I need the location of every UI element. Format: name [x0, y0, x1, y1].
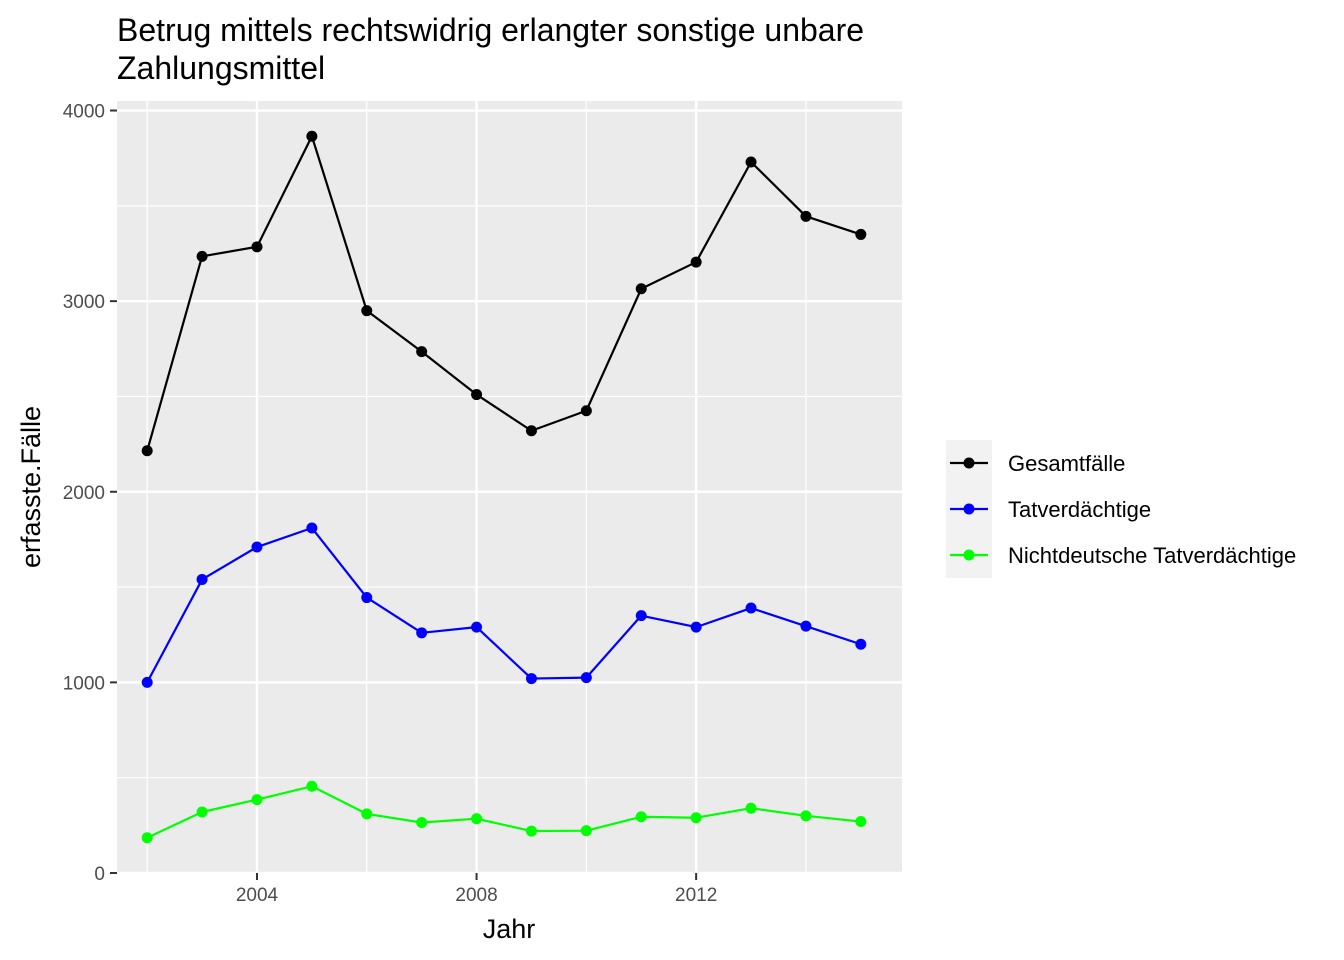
y-tick-label: 3000	[63, 292, 105, 313]
data-point-series-1	[196, 573, 208, 585]
data-point-series-2	[196, 806, 208, 818]
data-point-series-1	[525, 673, 537, 685]
data-point-series-2	[251, 794, 263, 806]
legend: Gesamtfälle Tatverdächtige Nichtdeutsche…	[946, 440, 1296, 578]
data-point-series-0	[361, 305, 373, 317]
series-line-1	[146, 526, 862, 683]
data-point-series-2	[690, 812, 702, 824]
chart-title-line-1: Betrug mittels rechtswidrig erlangter so…	[117, 12, 864, 48]
data-point-series-1	[635, 610, 647, 622]
x-tick-label: 2004	[236, 885, 279, 906]
data-point-series-0	[251, 241, 263, 253]
data-point-series-0	[525, 425, 537, 437]
x-tick-label: 2012	[675, 885, 717, 906]
data-point-series-0	[196, 250, 208, 262]
data-point-series-1	[855, 638, 867, 650]
data-point-series-1	[690, 621, 702, 633]
data-point-series-1	[745, 602, 757, 614]
data-point-series-2	[635, 811, 647, 823]
legend-label-gesamtfaelle: Gesamtfälle	[1008, 451, 1125, 476]
series-line-0	[146, 135, 862, 452]
data-point-series-0	[635, 283, 647, 295]
data-point-series-1	[251, 541, 263, 553]
grid-minor	[117, 101, 902, 873]
data-point-series-1	[306, 522, 318, 534]
data-point-series-2	[525, 825, 537, 837]
y-tick-label: 2000	[63, 483, 105, 504]
data-point-series-0	[800, 210, 812, 222]
y-tick-label: 0	[94, 864, 105, 885]
y-tick-label: 4000	[63, 102, 105, 123]
data-point-series-0	[690, 256, 702, 268]
data-point-series-2	[361, 808, 373, 820]
data-point-series-0	[416, 346, 428, 358]
legend-key-point-1	[963, 503, 975, 515]
x-axis-title: Jahr	[483, 914, 536, 944]
data-point-series-1	[141, 676, 153, 688]
data-point-series-1	[580, 672, 592, 684]
data-point-series-0	[745, 156, 757, 168]
data-point-series-0	[855, 228, 867, 240]
y-axis: 0 1000 2000 3000 4000	[63, 102, 117, 885]
legend-label-nichtdeutsche-tatverdaechtige: Nichtdeutsche Tatverdächtige	[1008, 543, 1296, 568]
data-point-series-0	[580, 405, 592, 417]
data-point-series-1	[416, 627, 428, 639]
data-point-series-0	[141, 445, 153, 457]
data-point-series-2	[141, 832, 153, 844]
data-point-series-1	[361, 592, 373, 604]
data-point-series-2	[580, 825, 592, 837]
chart-title-line-2: Zahlungsmittel	[117, 50, 325, 86]
data-point-series-2	[471, 813, 483, 825]
series-layer	[141, 130, 867, 844]
legend-keys	[950, 457, 988, 561]
y-tick-label: 1000	[63, 673, 105, 694]
data-point-series-1	[800, 620, 812, 632]
data-point-series-2	[306, 780, 318, 792]
grid-major	[117, 101, 902, 875]
plot-panel	[117, 101, 902, 873]
data-point-series-0	[306, 130, 318, 142]
y-axis-title: erfasste.Fälle	[16, 406, 46, 568]
data-point-series-1	[471, 621, 483, 633]
x-tick-label: 2008	[455, 885, 497, 906]
data-point-series-2	[745, 802, 757, 814]
data-point-series-0	[471, 389, 483, 401]
x-axis: 2004 2008 2012	[236, 873, 717, 906]
legend-key-point-0	[963, 457, 975, 469]
data-point-series-2	[855, 816, 867, 828]
legend-key-point-2	[963, 549, 975, 561]
legend-label-tatverdaechtige: Tatverdächtige	[1008, 497, 1151, 522]
series-line-2	[146, 785, 861, 839]
data-point-series-2	[800, 810, 812, 822]
data-point-series-2	[416, 816, 428, 828]
